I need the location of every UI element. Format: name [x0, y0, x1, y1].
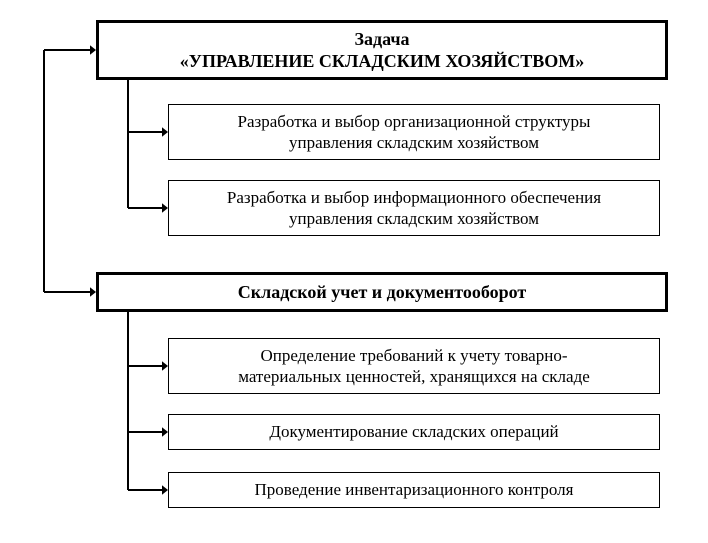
section-header-box: Задача«УПРАВЛЕНИЕ СКЛАДСКИМ ХОЗЯЙСТВОМ» [96, 20, 668, 80]
box-label: Определение требований к учету товарно-м… [238, 345, 590, 388]
sub-item-box: Проведение инвентаризационного контроля [168, 472, 660, 508]
box-label: Разработка и выбор организационной струк… [238, 111, 591, 154]
box-label: Документирование складских операций [269, 421, 558, 442]
sub-item-box: Разработка и выбор информационного обесп… [168, 180, 660, 236]
box-label: Разработка и выбор информационного обесп… [227, 187, 601, 230]
sub-item-box: Определение требований к учету товарно-м… [168, 338, 660, 394]
box-label: Проведение инвентаризационного контроля [255, 479, 574, 500]
box-label: Задача«УПРАВЛЕНИЕ СКЛАДСКИМ ХОЗЯЙСТВОМ» [180, 28, 584, 73]
box-label: Складской учет и документооборот [238, 281, 527, 304]
section-header-box: Складской учет и документооборот [96, 272, 668, 312]
sub-item-box: Документирование складских операций [168, 414, 660, 450]
diagram-canvas: Задача«УПРАВЛЕНИЕ СКЛАДСКИМ ХОЗЯЙСТВОМ» Р… [0, 0, 708, 543]
sub-item-box: Разработка и выбор организационной струк… [168, 104, 660, 160]
